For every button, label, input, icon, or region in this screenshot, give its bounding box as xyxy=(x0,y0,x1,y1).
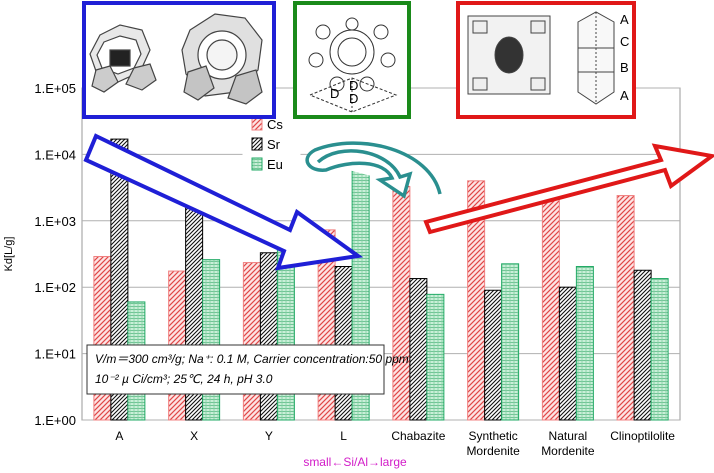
bar-sr xyxy=(484,289,503,421)
legend-swatch-cs xyxy=(251,117,263,131)
y-tick-label: 1.E+01 xyxy=(34,347,76,362)
legend-label-sr: Sr xyxy=(267,137,281,152)
bar-cs xyxy=(616,195,635,421)
bar-sr xyxy=(334,265,353,421)
channel-label-a-bottom: A xyxy=(620,88,629,103)
category-label: X xyxy=(190,429,198,443)
diagram-label-d3: D xyxy=(330,86,339,101)
y-tick-label: 1.E+02 xyxy=(34,280,76,295)
category-label: A xyxy=(115,429,123,443)
category-label: Natural xyxy=(549,429,588,443)
diagram-label-d2: D xyxy=(349,91,358,106)
category-label: L xyxy=(340,429,347,443)
bar-eu xyxy=(202,259,221,421)
red-trend-arrow xyxy=(423,143,714,235)
y-axis-label: Kd[L/g] xyxy=(3,237,15,272)
category-labels: A X Y L Chabazite SyntheticMordeniteNaturalMo… xyxy=(115,429,675,458)
channel-label-c: C xyxy=(620,34,629,49)
y-tick-label: 1.E+05 xyxy=(34,81,76,96)
legend-label-eu: Eu xyxy=(267,157,283,172)
legend: Cs Sr Eu xyxy=(242,113,301,181)
framework-projection-drawing: D D D xyxy=(308,17,398,113)
y-tick-label: 1.E+04 xyxy=(34,147,76,162)
y-tick-label: 1.E+03 xyxy=(34,214,76,229)
conditions-line-1: V/m＝300 cm³/g; Na⁺: 0.1 M, Carrier conce… xyxy=(95,352,412,366)
diagram-label-d1: D xyxy=(349,78,358,93)
legend-label-cs: Cs xyxy=(267,117,283,132)
bar-cs xyxy=(242,262,261,421)
category-label: Y xyxy=(265,429,273,443)
bar-eu xyxy=(501,263,520,421)
conditions-note: V/m＝300 cm³/g; Na⁺: 0.1 M, Carrier conce… xyxy=(86,344,412,395)
bar-cs xyxy=(541,190,560,421)
blue-trend-arrow xyxy=(83,133,364,271)
category-label: Chabazite xyxy=(391,429,445,443)
x-axis-label: small←Si/Al→large xyxy=(303,455,407,469)
faujasite-cage-drawing xyxy=(181,13,263,105)
bar-sr xyxy=(409,278,428,421)
mordenite-channel-drawing xyxy=(467,11,615,105)
channel-label-a-top: A xyxy=(620,12,629,27)
channel-label-b: B xyxy=(620,60,629,75)
category-label: Clinoptilolite xyxy=(610,429,675,443)
bar-sr xyxy=(633,269,652,421)
teal-curved-arrow xyxy=(305,141,442,199)
conditions-line-2: 10⁻² µ Ci/cm³; 25℃, 24 h, pH 3.0 xyxy=(95,372,273,386)
bar-eu xyxy=(575,265,594,421)
category-label-line2: Mordenite xyxy=(541,444,595,458)
bar-sr xyxy=(259,252,278,421)
trend-arrows xyxy=(83,133,714,271)
bar-cs xyxy=(93,255,112,421)
category-label: Synthetic xyxy=(468,429,517,443)
y-tick-label: 1.E+00 xyxy=(34,413,76,428)
lta-cage-drawing xyxy=(89,24,157,93)
bar-sr xyxy=(558,286,577,421)
y-axis-ticks: 1.E+00 1.E+01 1.E+02 1.E+03 1.E+04 1.E+05 xyxy=(34,81,76,428)
bar-cs xyxy=(392,178,411,421)
bar-eu xyxy=(650,278,669,421)
zeolite-structure-images: D D D A C B A xyxy=(82,1,636,119)
legend-swatch-eu xyxy=(251,157,263,171)
bar-eu xyxy=(426,293,445,421)
category-label-line2: Mordenite xyxy=(466,444,520,458)
legend-swatch-sr xyxy=(251,137,263,151)
